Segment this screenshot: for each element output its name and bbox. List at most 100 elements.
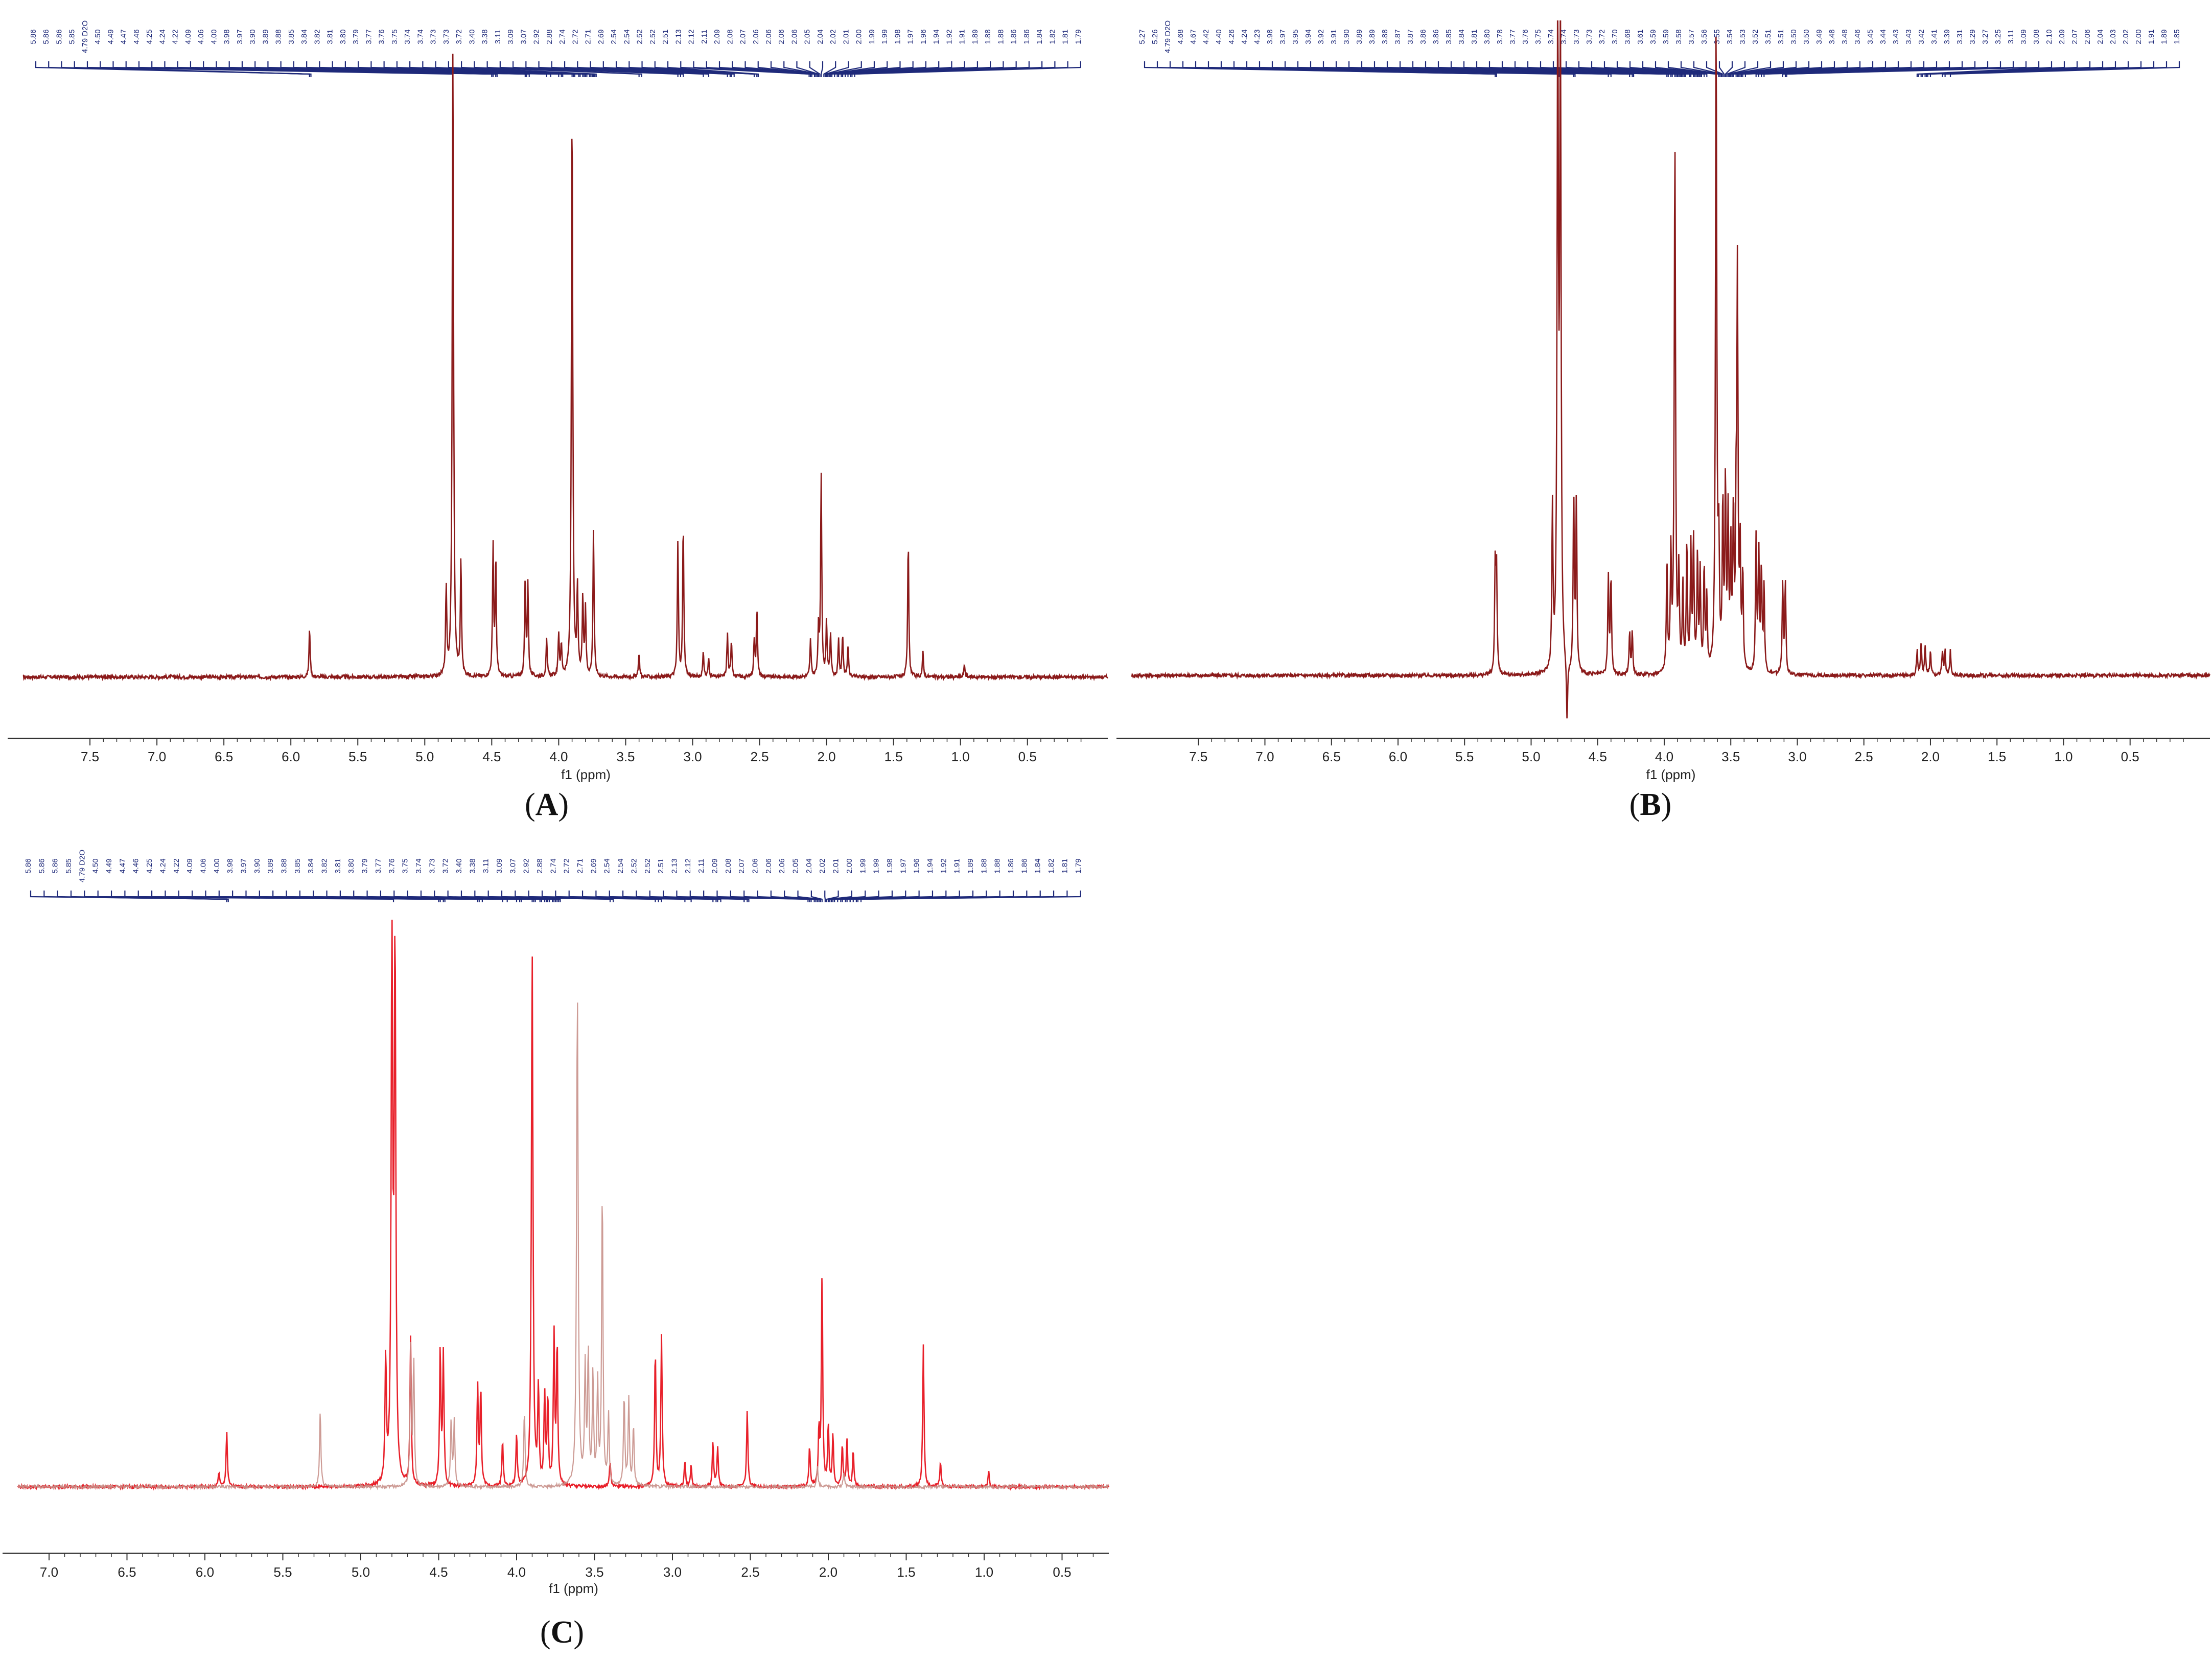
peak-label: 4.23 xyxy=(1253,29,1262,44)
peak-label: 1.98 xyxy=(893,29,902,44)
peak-label: 3.86 xyxy=(1432,29,1440,44)
peak-label: 3.90 xyxy=(253,858,262,873)
peak-label: 1.94 xyxy=(932,29,941,44)
peak-label: 3.97 xyxy=(1278,29,1287,44)
peak-label: 3.73 xyxy=(1585,29,1594,44)
peak-label: 2.52 xyxy=(648,29,657,44)
peak-label: 4.42 xyxy=(1202,29,1210,44)
peak-label: 1.92 xyxy=(939,858,948,873)
peak-label: 3.84 xyxy=(300,29,309,44)
peak-label: 4.46 xyxy=(132,29,141,44)
peak-label: 3.89 xyxy=(1368,29,1377,44)
peak-leader xyxy=(1786,61,2040,77)
peak-label: 3.78 xyxy=(1496,29,1504,44)
x-tick-label: 5.0 xyxy=(352,1564,370,1580)
x-tick-label: 6.0 xyxy=(1389,749,1407,764)
x-tick-label: 4.0 xyxy=(1655,749,1673,764)
peak-leader xyxy=(1706,61,1724,77)
peak-label: 3.89 xyxy=(266,858,275,873)
peak-label: 1.84 xyxy=(1035,29,1044,44)
spectrum-panel-a: 5.86 5.86 5.86 5.85 4.79 D2O 4.50 4.49 4.47 4.46… xyxy=(0,0,1109,838)
peak-label: 2.88 xyxy=(535,858,544,873)
peak-label: 2.51 xyxy=(661,29,670,44)
peak-label: 1.89 xyxy=(966,858,975,873)
peak-label: 2.05 xyxy=(791,858,800,873)
peak-label: 3.77 xyxy=(374,858,383,873)
peak-label: 1.82 xyxy=(1047,858,1056,873)
peak-label: 1.99 xyxy=(858,858,867,873)
peak-label: 3.11 xyxy=(2007,30,2015,44)
x-tick-label: 2.0 xyxy=(1921,749,1940,764)
peak-label: 3.73 xyxy=(428,858,436,873)
peak-label: 2.54 xyxy=(610,29,618,44)
peak-label: 4.68 xyxy=(1176,29,1185,44)
peak-label: 1.81 xyxy=(1060,858,1069,873)
peak-leader xyxy=(1667,61,1719,77)
peak-label: 3.79 xyxy=(352,29,360,44)
peak-leader xyxy=(70,891,229,902)
peak-label: 5.26 xyxy=(1151,29,1159,44)
panel-label-c: (C) xyxy=(540,1615,585,1650)
peak-label: 3.48 xyxy=(1828,29,1836,44)
peak-label: 3.27 xyxy=(1981,29,1990,44)
peak-label: 2.72 xyxy=(571,29,579,44)
x-tick-label: 1.5 xyxy=(897,1564,915,1580)
peak-label: 2.54 xyxy=(622,29,631,44)
peak-label: 3.45 xyxy=(1866,29,1875,44)
peak-leader xyxy=(1718,61,1725,77)
panel-label-b: (B) xyxy=(1629,787,1672,822)
peak-label: 2.92 xyxy=(532,29,541,44)
peak-label: 5.86 xyxy=(42,29,51,44)
peak-leader xyxy=(663,891,750,902)
peak-label: 2.06 xyxy=(764,29,773,44)
peak-label: 4.00 xyxy=(209,29,218,44)
peak-label: 2.09 xyxy=(710,858,719,873)
peak-label: 2.69 xyxy=(597,29,606,44)
peak-label: 3.85 xyxy=(293,858,302,873)
peak-leader xyxy=(1949,61,2180,77)
peak-label: 3.55 xyxy=(1713,29,1721,44)
peak-leader xyxy=(718,61,816,77)
peak-label: 2.06 xyxy=(752,29,760,44)
peak-leader xyxy=(826,61,862,77)
x-axis: 7.5 7.0 6.5 6.0 5.5 5.0 4.5 4.0 3.5 3.0 2.5 2.0 1.5 1… xyxy=(1116,737,2210,782)
peak-label: 3.87 xyxy=(1393,29,1402,44)
peak-leader xyxy=(826,891,839,902)
peak-label: 2.06 xyxy=(777,29,786,44)
peak-label: 2.08 xyxy=(724,858,733,873)
peak-label: 3.48 xyxy=(1841,29,1849,44)
peak-label: 3.68 xyxy=(1623,29,1632,44)
peak-label: 3.98 xyxy=(226,858,235,873)
peak-label: 2.11 xyxy=(697,859,706,873)
peak-label: 5.85 xyxy=(64,858,73,873)
peak-label: 4.47 xyxy=(118,858,127,873)
peak-label: 3.82 xyxy=(320,858,329,873)
peak-leader xyxy=(1729,61,1784,77)
peak-label: 3.98 xyxy=(1266,29,1274,44)
peak-label: 4.79 D2O xyxy=(1163,20,1172,53)
peak-label: 1.88 xyxy=(980,858,988,873)
peak-label: 3.75 xyxy=(1534,29,1543,44)
peak-label: 3.51 xyxy=(1764,29,1773,44)
peak-label: 3.56 xyxy=(1700,29,1709,44)
x-tick-label: 3.0 xyxy=(683,749,702,764)
peak-leader xyxy=(744,61,818,77)
peak-label: 2.09 xyxy=(713,29,721,44)
peak-label: 5.85 xyxy=(68,29,77,44)
peak-label: 3.80 xyxy=(339,29,347,44)
peak-label: 4.47 xyxy=(120,29,128,44)
peak-label: 2.01 xyxy=(842,29,850,44)
x-axis-label: f1 (ppm) xyxy=(1646,767,1696,782)
x-tick-label: 1.5 xyxy=(884,749,903,764)
peak-leader xyxy=(743,891,818,902)
peak-leader xyxy=(784,891,820,902)
panel-label-a: (A) xyxy=(524,787,569,822)
peak-label: 3.41 xyxy=(1930,29,1939,44)
peak-label: 2.04 xyxy=(805,858,813,873)
peak-label: 3.76 xyxy=(378,29,386,44)
peak-leader xyxy=(821,61,824,77)
x-tick-label: 6.0 xyxy=(196,1564,214,1580)
peak-label: 2.06 xyxy=(764,858,773,873)
peak-label: 2.07 xyxy=(2070,29,2079,44)
peak-label: 4.49 xyxy=(105,858,113,873)
